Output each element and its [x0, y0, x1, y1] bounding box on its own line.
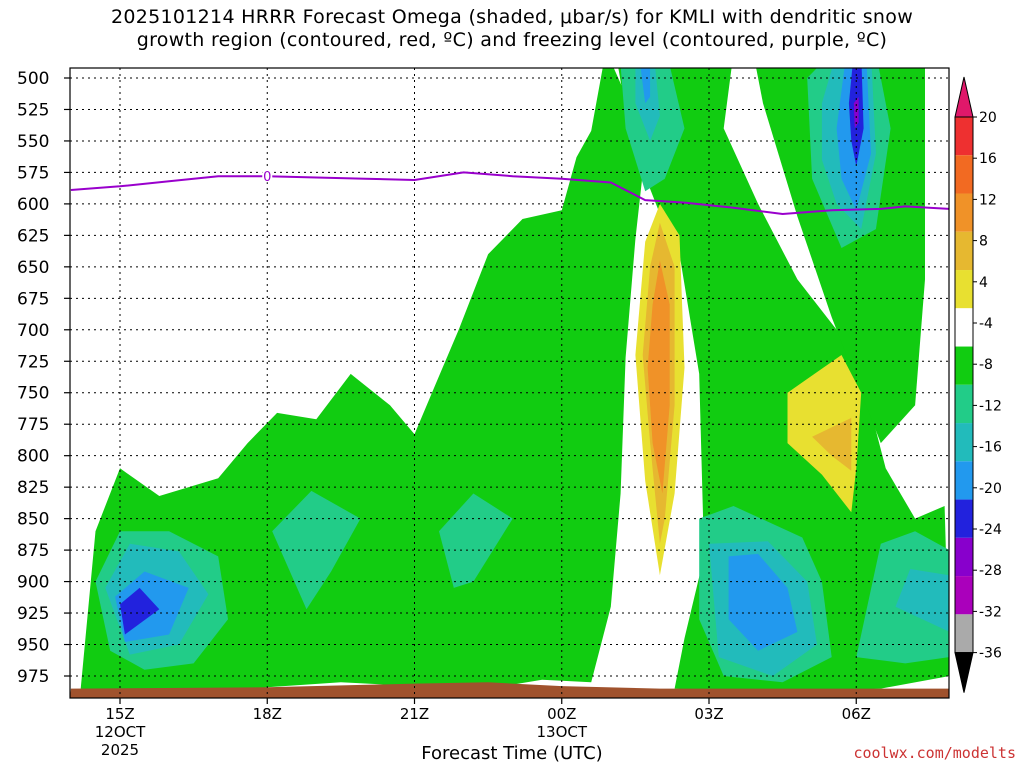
- y-tick-label-975: 975: [17, 667, 49, 687]
- colorbar-swatch-8: [955, 423, 973, 462]
- colorbar-swatch-4: [955, 270, 973, 309]
- x-tick-label-18Z: 18Z: [253, 705, 282, 723]
- colorbar-swatch-12: [955, 576, 973, 615]
- colorbar-top-arrow: [954, 76, 974, 118]
- omega-region--16-12: [895, 569, 949, 632]
- y-tick-label-525: 525: [17, 100, 49, 120]
- y-tick-label-500: 500: [17, 69, 49, 89]
- x-tick-label-15Z: 15Z: [105, 705, 134, 723]
- colorbar-label--8: -8: [979, 357, 993, 373]
- colorbar-label-4: 4: [979, 275, 988, 291]
- colorbar-swatch-2: [955, 193, 973, 232]
- colorbar-swatch-13: [955, 614, 973, 653]
- x-tick-label-06Z: 06Z: [842, 705, 871, 723]
- colorbar-swatch-11: [955, 537, 973, 577]
- omega-region--12-5: [439, 493, 513, 588]
- grid-lines: [70, 68, 949, 698]
- colorbar-swatch-7: [955, 384, 973, 424]
- y-tick-label-750: 750: [17, 384, 49, 404]
- colorbar-label-8: 8: [979, 234, 988, 250]
- colorbar-label--32: -32: [979, 604, 1002, 620]
- y-tick-label-900: 900: [17, 573, 49, 593]
- colorbar-swatch-5: [955, 308, 973, 347]
- colorbar-label-16: 16: [979, 151, 997, 167]
- colorbar-swatch-6: [955, 346, 973, 385]
- x-tick-year-15Z: 2025: [101, 741, 139, 759]
- freezing-level-label: 0: [263, 170, 271, 185]
- colorbar-label-12: 12: [979, 192, 997, 208]
- freezing-level-group: 0: [70, 168, 949, 216]
- omega-region--20-17: [640, 68, 651, 104]
- colorbar-swatch-1: [955, 155, 973, 194]
- y-tick-label-925: 925: [17, 604, 49, 624]
- chart-title-line2: growth region (contoured, red, ºC) and f…: [136, 29, 888, 51]
- y-tick-label-875: 875: [17, 541, 49, 561]
- omega-shading: [80, 68, 949, 695]
- ground-band: [70, 682, 949, 698]
- chart-title: 2025101214 HRRR Forecast Omega (shaded, …: [0, 6, 1024, 52]
- colorbar-label--4: -4: [979, 316, 993, 332]
- omega-region--16-13: [635, 68, 660, 141]
- y-tick-label-550: 550: [17, 132, 49, 152]
- credit-text: coolwx.com/modelts: [853, 744, 1016, 762]
- colorbar-label--20: -20: [979, 481, 1002, 497]
- x-tick-sublabel-15Z: 12OCT: [95, 723, 146, 741]
- y-tick-label-950: 950: [17, 636, 49, 656]
- x-tick-label-21Z: 21Z: [400, 705, 429, 723]
- y-tick-label-775: 775: [17, 415, 49, 435]
- y-tick-label-850: 850: [17, 510, 49, 530]
- colorbar-label--24: -24: [979, 522, 1002, 538]
- plot-frame: [69, 67, 950, 699]
- x-tick-sublabel-00Z: 13OCT: [536, 723, 587, 741]
- colorbar-label--16: -16: [979, 440, 1002, 456]
- y-tick-label-675: 675: [17, 289, 49, 309]
- colorbar-label--36: -36: [979, 646, 1002, 662]
- freezing-level-label-bg: [262, 168, 273, 183]
- x-axis-label: Forecast Time (UTC): [421, 743, 603, 764]
- colorbar-label--12: -12: [979, 398, 1002, 414]
- omega-region--20-16: [728, 553, 798, 651]
- y-tick-label-625: 625: [17, 226, 49, 246]
- y-tick-label-575: 575: [17, 163, 49, 183]
- omega-region-12-26: [647, 260, 670, 494]
- y-tick-label-825: 825: [17, 478, 49, 498]
- y-tick-label-600: 600: [17, 195, 49, 215]
- colorbar-label--28: -28: [979, 563, 1002, 579]
- colorbar-bottom-arrow: [954, 652, 974, 693]
- y-tick-label-800: 800: [17, 447, 49, 467]
- y-tick-label-650: 650: [17, 258, 49, 278]
- colorbar-swatch-9: [955, 461, 973, 500]
- ground-layer: [70, 682, 949, 698]
- omega-region--24-19: [120, 587, 160, 635]
- chart-title-line1: 2025101214 HRRR Forecast Omega (shaded, …: [110, 6, 914, 28]
- y-tick-label-700: 700: [17, 321, 49, 341]
- colorbar-swatch-3: [955, 231, 973, 271]
- colorbar-swatch-10: [955, 499, 973, 538]
- freezing-level-line: [70, 171, 949, 216]
- x-tick-label-03Z: 03Z: [694, 705, 723, 723]
- colorbar: 20 16 12 8 4 -4 -8 -12 -16 -20 -24 -28 -32 -36: [954, 76, 1002, 693]
- colorbar-swatch-0: [955, 117, 973, 156]
- omega-region--8-1: [618, 68, 949, 695]
- y-tick-label-725: 725: [17, 352, 49, 372]
- omega-region-8-25: [812, 417, 852, 471]
- omega-region--8-0: [80, 68, 655, 695]
- omega-region--28-21: [853, 96, 859, 129]
- axes: 500 525 550 575 600 625 650 675 700 725 750 775 800 8…: [17, 67, 950, 759]
- colorbar-label-20: 20: [979, 110, 997, 126]
- x-tick-label-00Z: 00Z: [547, 705, 576, 723]
